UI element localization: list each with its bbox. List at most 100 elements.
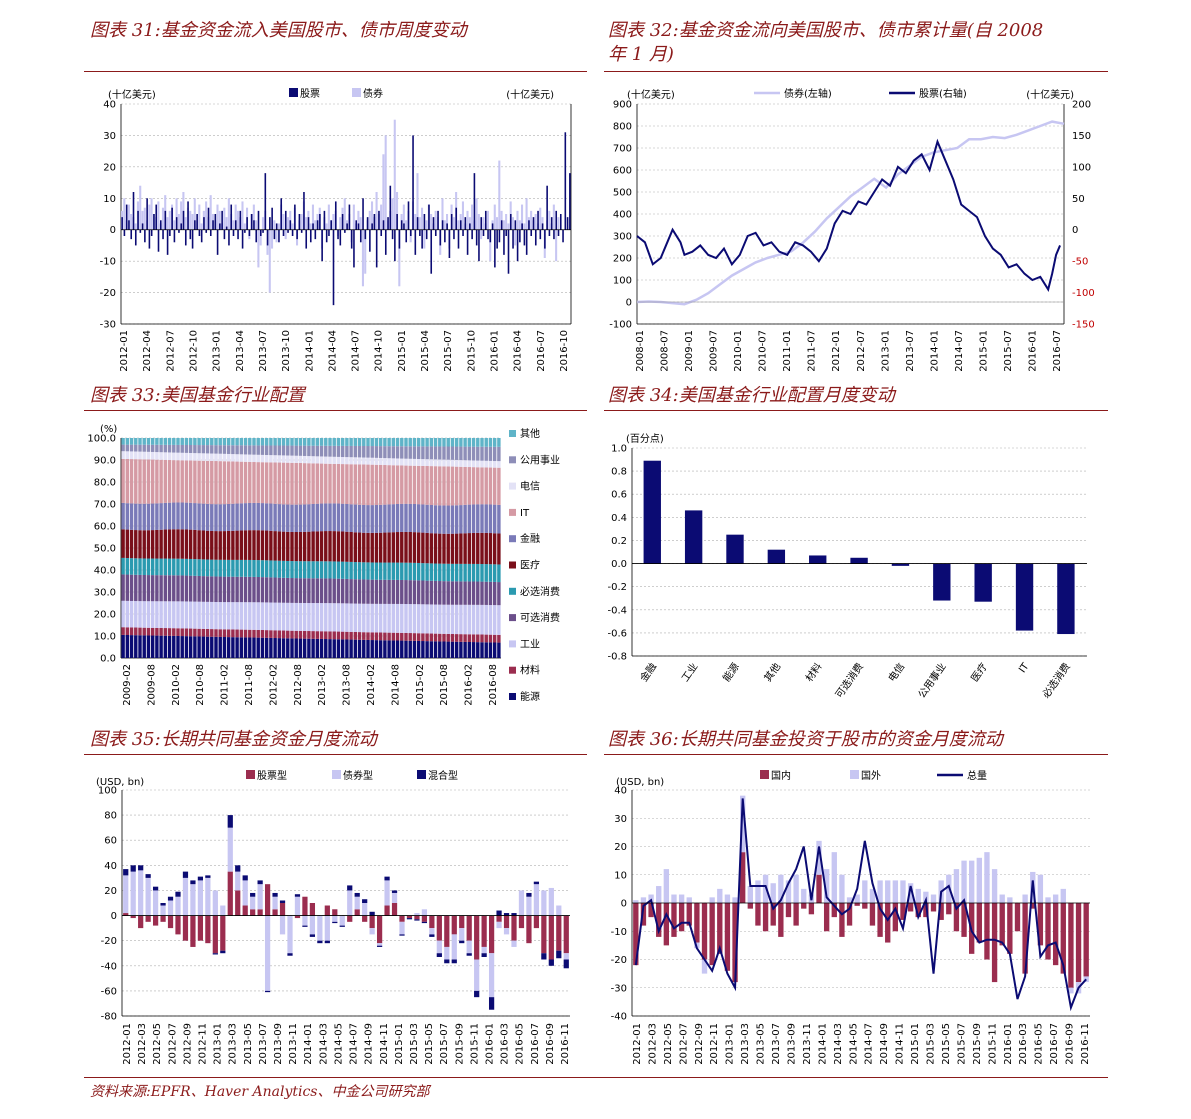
c33-bar-电信 xyxy=(450,459,455,467)
c33-bar-其他 xyxy=(378,438,383,447)
c33-bar-能源 xyxy=(319,638,324,658)
c35-bar-混合型 xyxy=(175,891,181,897)
c36-bar-国外 xyxy=(1007,897,1013,903)
c31-xtick-label: 2014-07 xyxy=(351,330,362,372)
c33-bar-电信 xyxy=(492,461,497,468)
c33-bar-必选消费 xyxy=(328,561,332,579)
c33-bar-医疗 xyxy=(421,532,425,564)
c33-bar-工业 xyxy=(357,603,362,633)
c34-bar xyxy=(974,563,992,602)
c33-bar-可选消费 xyxy=(340,578,345,604)
c33-bar-电信 xyxy=(218,453,222,462)
c31-equity-bar xyxy=(173,229,176,243)
c33-bar-工业 xyxy=(345,603,349,632)
c34-bar xyxy=(684,510,703,564)
c33-bar-材料 xyxy=(467,634,472,642)
c33-bar-IT xyxy=(218,461,222,505)
c33-bar-材料 xyxy=(235,629,239,638)
c33-bar-可选消费 xyxy=(362,579,366,604)
c33-bar-必选消费 xyxy=(340,561,345,579)
c32-y2tick-label: 100 xyxy=(1072,162,1091,173)
c33-bar-材料 xyxy=(362,632,366,640)
c33-bar-其他 xyxy=(307,438,311,446)
c31-bond-bar xyxy=(232,220,235,230)
c36-bar-国内 xyxy=(999,903,1005,946)
c31-equity-bar xyxy=(432,217,435,230)
c31-bond-bar xyxy=(130,214,133,230)
c33-bar-必选消费 xyxy=(197,559,201,576)
c33-bar-能源 xyxy=(442,641,446,658)
c33-bar-电信 xyxy=(332,456,336,464)
c31-equity-bar xyxy=(419,229,421,236)
c33-bar-可选消费 xyxy=(446,581,450,605)
chart32-title-rule xyxy=(604,71,1108,72)
c33-bar-必选消费 xyxy=(201,559,206,577)
c33-bar-可选消费 xyxy=(201,576,206,602)
c33-bar-可选消费 xyxy=(416,580,421,605)
c33-bar-能源 xyxy=(315,638,320,658)
c31-equity-bar xyxy=(134,229,137,246)
c33-bar-医疗 xyxy=(277,531,282,561)
c36-xtick-label: 2013-09 xyxy=(786,1023,797,1065)
c31-equity-bar xyxy=(325,229,328,243)
c36-xtick-label: 2016-03 xyxy=(1018,1023,1029,1065)
c33-bar-电信 xyxy=(328,456,332,464)
c31-equity-bar xyxy=(221,210,223,230)
c33-bar-IT xyxy=(269,462,273,504)
c31-bond-bar xyxy=(277,223,280,230)
c31-equity-bar xyxy=(282,229,285,236)
c36-xtick-label: 2013-01 xyxy=(725,1023,736,1065)
c31-bond-bar xyxy=(548,210,551,230)
c31-bond-bar xyxy=(173,220,176,230)
c33-bar-能源 xyxy=(408,640,412,658)
c33-bar-公用事业 xyxy=(476,446,480,461)
c33-bar-材料 xyxy=(332,631,336,640)
c36-bar-国内 xyxy=(869,903,876,926)
c34-ytick-label: 0.8 xyxy=(611,467,627,478)
c33-bar-IT xyxy=(408,465,412,504)
c31-bond-bar xyxy=(405,220,408,230)
c33-bar-公用事业 xyxy=(201,445,206,454)
c33-bar-材料 xyxy=(412,633,417,641)
c33-bar-工业 xyxy=(391,603,396,633)
c33-bar-电信 xyxy=(256,454,260,463)
c35-bar-混合型 xyxy=(130,865,136,872)
c33-bar-公用事业 xyxy=(286,445,290,456)
c33-bar-可选消费 xyxy=(315,578,320,604)
c33-bar-其他 xyxy=(362,438,366,446)
c33-bar-医疗 xyxy=(438,533,442,564)
c31-equity-bar xyxy=(234,220,237,230)
c33-bar-必选消费 xyxy=(167,558,172,576)
c31-xtick-label: 2015-04 xyxy=(420,330,431,372)
c33-bar-金融 xyxy=(159,503,163,530)
c31-equity-bar xyxy=(471,229,473,240)
c33-bar-可选消费 xyxy=(302,578,307,603)
c33-bar-金融 xyxy=(488,504,493,534)
source-note: 资料来源:EPFR、Haver Analytics、中金公司研究部 xyxy=(90,1084,430,1100)
c33-bar-能源 xyxy=(243,637,248,658)
c33-bar-医疗 xyxy=(450,533,455,564)
c31-bond-bar xyxy=(268,229,271,293)
c33-bar-其他 xyxy=(488,438,493,447)
c33-bar-电信 xyxy=(201,453,206,461)
c35-xtick-label: 2014-09 xyxy=(364,1023,375,1065)
c33-bar-能源 xyxy=(374,640,379,658)
c33-bar-医疗 xyxy=(463,533,467,564)
c36-bar-国内 xyxy=(885,903,891,943)
c36-legend-label: 国内 xyxy=(771,769,791,782)
c33-bar-公用事业 xyxy=(235,445,239,455)
c33-bar-公用事业 xyxy=(176,444,180,453)
c33-bar-其他 xyxy=(370,438,374,447)
c33-bar-IT xyxy=(404,465,408,504)
c35-bar-股票型 xyxy=(324,905,330,916)
c36-xtick-label: 2012-09 xyxy=(694,1023,705,1065)
c31-bond-bar xyxy=(255,220,258,230)
c33-bar-能源 xyxy=(184,636,189,658)
c35-bar-股票型 xyxy=(518,915,525,929)
c35-bar-债券型 xyxy=(138,870,144,916)
c33-bar-必选消费 xyxy=(231,559,235,577)
c35-ytick-label: -40 xyxy=(101,961,117,972)
c33-bar-其他 xyxy=(332,438,336,446)
c33-bar-金融 xyxy=(286,504,290,532)
c33-bar-工业 xyxy=(484,604,488,635)
